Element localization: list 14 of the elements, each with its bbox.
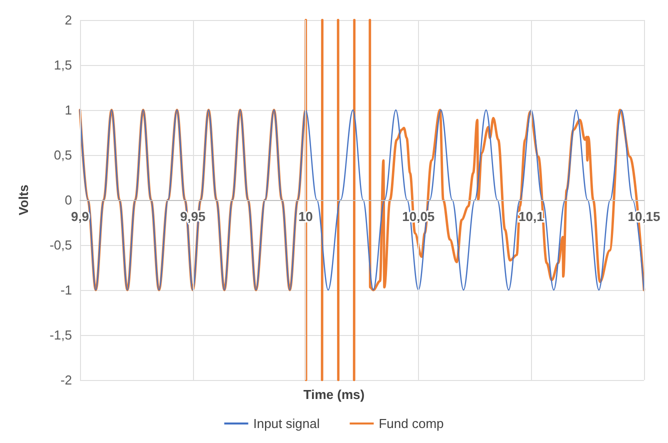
x-tick-label: 9,9 xyxy=(70,209,90,224)
y-tick-label: 0,5 xyxy=(54,148,72,162)
y-tick-label: 1,5 xyxy=(54,58,72,72)
x-axis-title: Time (ms) xyxy=(303,387,365,402)
y-tick-label: -0,5 xyxy=(50,238,72,252)
legend-label: Input signal xyxy=(253,416,320,431)
y-axis-title: Volts xyxy=(16,184,31,216)
y-tick-label: 2 xyxy=(64,12,72,28)
y-tick-label: 0 xyxy=(64,192,72,208)
legend-label: Fund comp xyxy=(378,416,444,431)
y-tick-label: -1,5 xyxy=(50,328,72,342)
y-tick-label: -2 xyxy=(60,372,72,388)
y-tick-label: -1 xyxy=(60,282,72,298)
y-tick-label: 1 xyxy=(64,102,72,118)
